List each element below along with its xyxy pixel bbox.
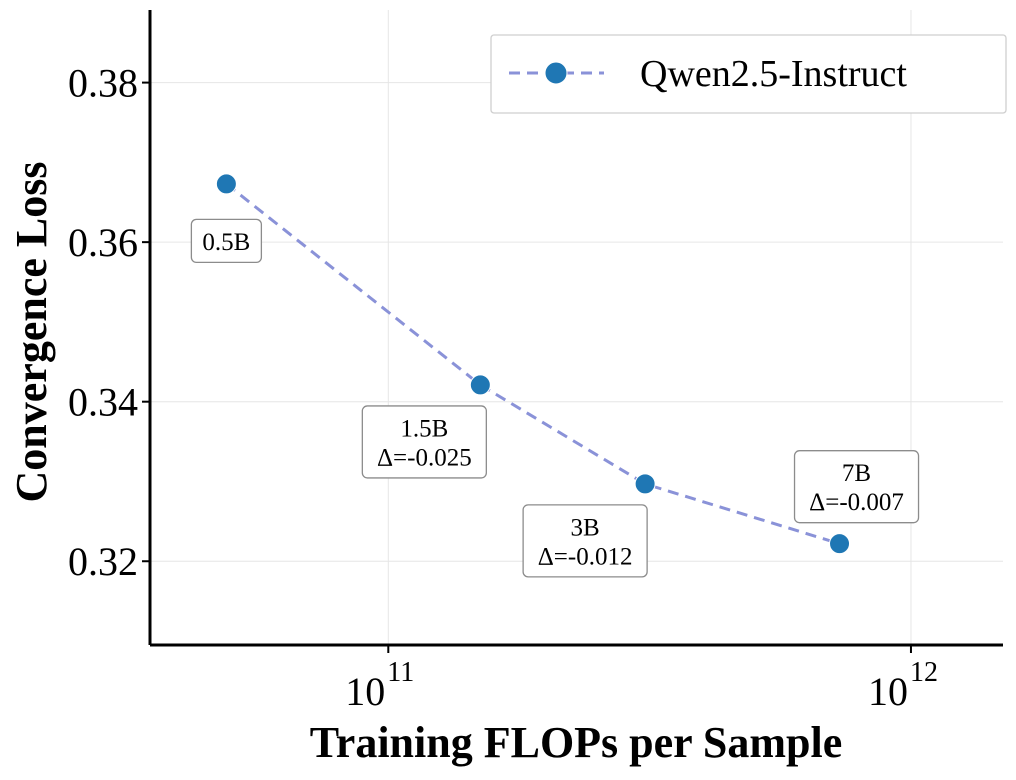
legend-box [490,34,1007,114]
annotations: 0.5B 1.5BΔ=-0.025 3BΔ=-0.012 7BΔ=-0.007 [190,218,920,578]
x-tick-exponent: 11 [387,657,414,688]
annotation-label: Δ=-0.007 [809,489,904,516]
annotation-label: 0.5B [202,229,250,256]
data-point [634,473,656,495]
annotation-box [522,504,648,578]
y-axis-title: Convergence Loss [7,162,56,503]
axes [148,10,1003,647]
x-tick-label: 10 [868,669,908,714]
x-tick-exponent: 12 [910,657,938,688]
annotation-box [190,218,263,264]
legend-label: Qwen2.5-Instruct [640,53,907,95]
data-point [829,533,851,555]
grid [150,10,1003,645]
y-ticks: 0.32 0.34 0.36 0.38 [68,61,150,584]
legend-marker [544,61,568,85]
series [215,173,851,555]
x-ticks: 10 11 10 12 [345,645,938,714]
y-tick-label: 0.34 [68,380,138,425]
data-point [215,173,237,195]
annotation-label: 1.5B [400,415,448,442]
y-tick-label: 0.38 [68,61,138,106]
y-tick-label: 0.32 [68,539,138,584]
legend: Qwen2.5-Instruct [490,34,1007,114]
annotation-label: 7B [842,460,871,487]
x-axis-title: Training FLOPs per Sample [310,718,843,767]
annotation-label: Δ=-0.025 [377,444,472,471]
y-tick-label: 0.36 [68,220,138,265]
annotation-label: 3B [571,514,600,541]
annotation-box [361,405,487,479]
annotation-box [793,450,920,524]
data-point [469,374,491,396]
annotation-label: Δ=-0.012 [538,543,633,570]
series-line [225,182,840,546]
x-tick-label: 10 [345,669,385,714]
